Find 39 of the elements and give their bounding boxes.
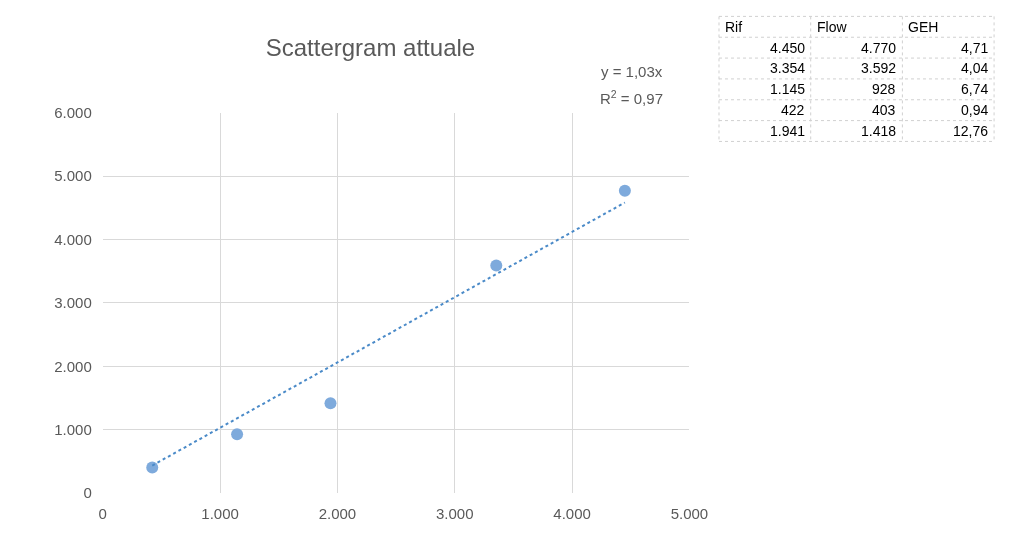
text: 3.354: [770, 60, 806, 76]
point: [231, 428, 244, 441]
y-tick-label: 0: [83, 484, 92, 502]
point: [490, 259, 503, 272]
x-tick-label: 5.000: [670, 505, 709, 523]
text: 12,76: [953, 123, 989, 139]
y-tick-label: 1.000: [54, 420, 92, 438]
category-label: Rif: [725, 19, 743, 35]
text: 3.592: [861, 60, 897, 76]
text: 422: [781, 102, 805, 118]
text: 4,04: [961, 60, 989, 76]
text: R$^{2}$ = 0,97: [600, 88, 663, 108]
y-tick-label: 6.000: [54, 104, 92, 122]
y-tick-label: 2.000: [54, 357, 92, 375]
text: 6,74: [961, 81, 989, 97]
point: [324, 397, 337, 410]
x-tick-label: 0: [98, 505, 107, 523]
y-tick-label: 4.000: [54, 230, 92, 248]
text: 1.145: [770, 81, 806, 97]
chart-title: Scattergram attuale: [265, 33, 476, 61]
x-tick-label: 4.000: [553, 505, 591, 523]
text: 1.418: [861, 123, 897, 139]
point: [146, 461, 159, 474]
text: 928: [872, 81, 896, 97]
category-label: Flow: [817, 19, 848, 35]
y-tick-label: 3.000: [54, 294, 92, 312]
text: 1.941: [770, 123, 806, 139]
text: 4.450: [770, 40, 806, 56]
text: 403: [872, 102, 896, 118]
y-tick-label: 5.000: [54, 167, 92, 185]
text: 4.770: [861, 40, 897, 56]
text: 4,71: [961, 40, 989, 56]
x-tick-label: 3.000: [435, 505, 474, 523]
text: y = 1,03x: [601, 63, 663, 80]
text: 0,94: [961, 102, 989, 118]
x-tick-label: 1.000: [201, 505, 239, 523]
category-label: GEH: [908, 19, 939, 35]
x-tick-label: 2.000: [318, 505, 357, 523]
point: [618, 184, 631, 197]
